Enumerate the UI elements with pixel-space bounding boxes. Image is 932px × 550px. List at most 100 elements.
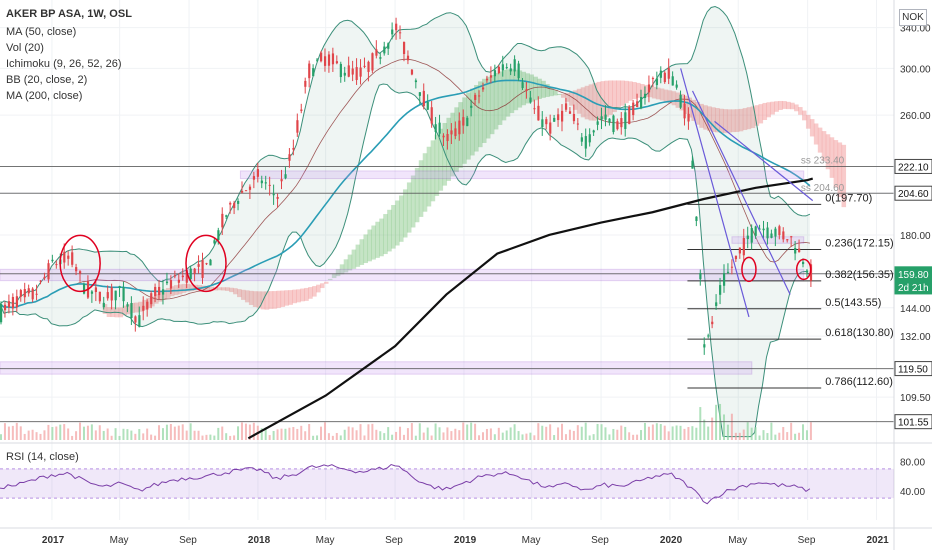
fib-level-label: 0.5(143.55) [825, 297, 881, 309]
volume-bar [592, 434, 595, 440]
cloud-segment [375, 221, 380, 258]
time-tick-label: May [316, 535, 335, 546]
candle-body [320, 52, 323, 62]
cloud-segment [458, 102, 463, 168]
cloud-segment [640, 84, 645, 98]
cloud-segment [525, 73, 531, 104]
volume-bar [347, 426, 350, 440]
candle-body [410, 69, 414, 75]
volume-bar [363, 435, 366, 440]
candle-body [7, 301, 11, 308]
legend-bb[interactable]: BB (20, close, 2) [6, 74, 88, 86]
candle-body [327, 54, 331, 66]
volume-bar [485, 428, 488, 440]
volume-bar [201, 435, 204, 440]
volume-bar [59, 424, 62, 440]
cloud-segment [817, 127, 823, 153]
cloud-segment [300, 288, 305, 302]
candle-body [177, 279, 180, 283]
cloud-segment [608, 80, 613, 115]
cloud-segment [134, 302, 139, 313]
volume-bar [762, 430, 765, 440]
legend-ma200[interactable]: MA (200, close) [6, 90, 83, 102]
trend-arrow [691, 90, 791, 295]
volume-bar [252, 422, 255, 440]
time-tick-label: 2021 [867, 535, 890, 546]
volume-bar [154, 435, 157, 440]
rsi-title[interactable]: RSI (14, close) [6, 451, 79, 463]
price-badge-label: 119.50 [898, 365, 928, 376]
cloud-segment [726, 109, 732, 133]
cloud-segment [312, 286, 317, 297]
volume-bar [114, 428, 117, 440]
candle-body [122, 287, 125, 302]
cloud-segment [616, 80, 621, 109]
volume-bar [63, 424, 66, 440]
cloud-segment [217, 287, 222, 291]
candle-body [355, 67, 358, 81]
cloud-segment [280, 290, 286, 307]
cloud-segment [478, 81, 483, 148]
volume-bar [798, 432, 801, 440]
cloud-segment [327, 278, 333, 281]
volume-bar [438, 427, 441, 440]
price-badge-box [894, 158, 932, 174]
legend-vol[interactable]: Vol (20) [6, 42, 44, 54]
candle-body [399, 32, 402, 34]
cloud-segment [620, 80, 625, 106]
cloud-segment [264, 291, 270, 310]
cloud-segment [197, 285, 203, 290]
bollinger-band-fill [0, 6, 810, 437]
cloud-segment [687, 97, 692, 118]
cloud-segment [561, 93, 566, 98]
cloud-segment [821, 131, 827, 161]
volume-bar [173, 426, 176, 440]
volume-bar [55, 426, 58, 440]
cloud-segment [470, 88, 475, 156]
volume-bar [122, 428, 125, 440]
cloud-segment [636, 82, 641, 98]
legend-ma50[interactable]: MA (50, close) [6, 26, 77, 38]
cloud-segment [695, 101, 700, 125]
cloud-segment [738, 108, 744, 132]
candle-body [659, 70, 662, 78]
candle-body [592, 130, 595, 133]
time-tick-label: Sep [179, 535, 197, 546]
volume-bar [383, 433, 386, 440]
cloud-segment [221, 287, 226, 291]
cloud-segment [762, 102, 768, 120]
candle-body [114, 290, 117, 301]
candle-body [549, 122, 552, 134]
cloud-segment [624, 80, 629, 104]
cloud-segment [663, 89, 669, 103]
volume-bar [659, 424, 662, 440]
volume-bar [221, 426, 224, 440]
cloud-segment [142, 299, 147, 310]
candle-body [643, 93, 647, 99]
volume-bar [79, 422, 82, 440]
volume-bar [126, 429, 129, 440]
volume-bar [367, 424, 370, 440]
candle-body [173, 275, 177, 277]
volume-bar [647, 426, 650, 440]
price-tick-label: 144.00 [900, 304, 931, 315]
candle-body [481, 87, 485, 90]
rsi-band [0, 468, 894, 499]
volume-bar [580, 426, 583, 440]
candle-body [679, 94, 682, 108]
volume-bar [691, 426, 694, 440]
candle-body [805, 270, 809, 273]
volume-bar [711, 417, 714, 440]
cloud-segment [766, 102, 771, 118]
volume-bar [331, 435, 334, 440]
price-badge-label: 101.55 [898, 418, 929, 429]
legend-ichimoku[interactable]: Ichimoku (9, 26, 52, 26) [6, 58, 122, 70]
ichimoku-cloud [102, 69, 847, 318]
candle-body [580, 137, 583, 142]
cloud-segment [592, 83, 598, 121]
cloud-segment [256, 291, 262, 309]
cloud-segment [746, 107, 752, 130]
candle-body [640, 96, 643, 109]
cloud-segment [580, 87, 586, 118]
